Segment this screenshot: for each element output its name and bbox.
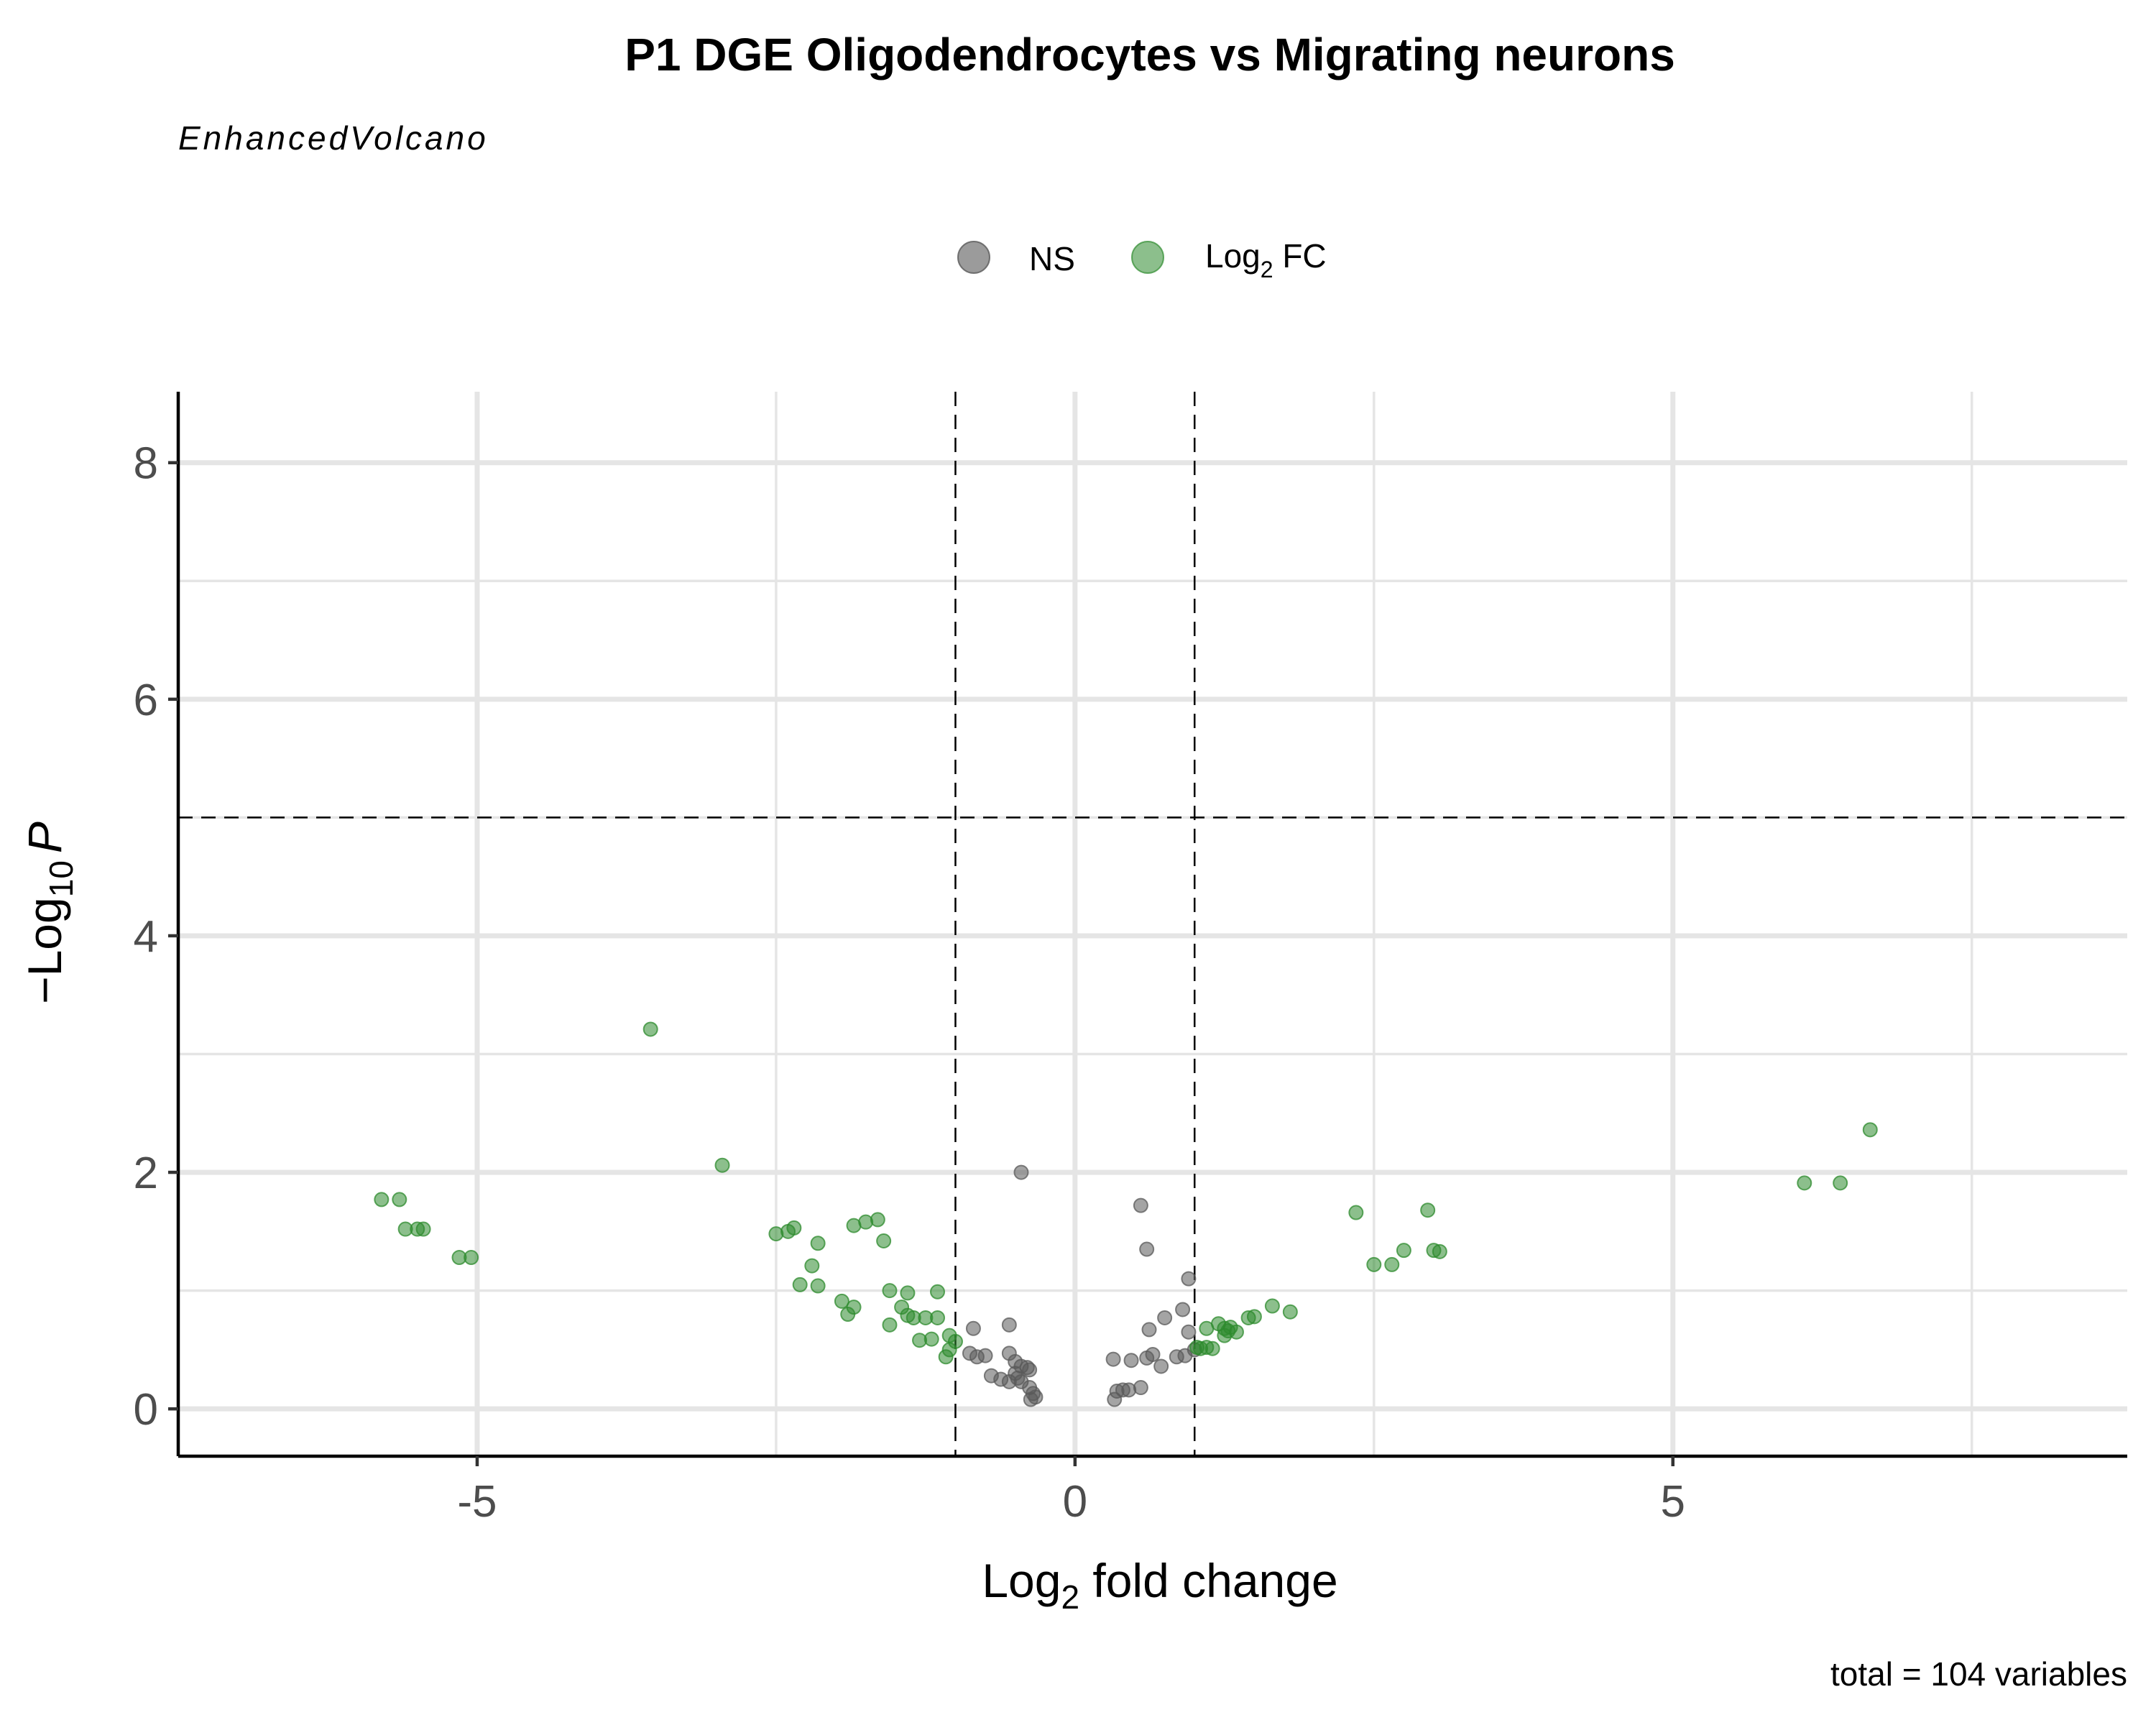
ns-point	[1157, 1310, 1173, 1325]
x-tick-label: 0	[1063, 1477, 1087, 1527]
cutoff-lines	[178, 392, 2127, 1456]
fc-point	[858, 1214, 874, 1230]
fc-point	[642, 1021, 658, 1037]
fc-point	[1366, 1256, 1382, 1272]
fc-point	[870, 1212, 885, 1228]
x-axis-label-sub: 2	[1061, 1578, 1079, 1616]
x-tick-label: 5	[1661, 1477, 1685, 1527]
fc-point	[840, 1307, 856, 1322]
ns-point	[965, 1320, 981, 1336]
fc-point	[1797, 1175, 1812, 1191]
fc-point	[938, 1349, 954, 1365]
ns-point	[977, 1348, 993, 1363]
fc-point	[464, 1250, 479, 1266]
fc-point	[392, 1192, 407, 1208]
fc-point	[1420, 1202, 1436, 1218]
ns-point	[1010, 1370, 1026, 1386]
ns-point	[1139, 1350, 1155, 1366]
y-axis-label-italic: P	[18, 822, 71, 853]
ns-point	[1141, 1322, 1157, 1338]
legend: NS Log2 FC	[957, 237, 1327, 282]
chart-subtitle: EnhancedVolcano	[178, 119, 489, 157]
ns-point	[1139, 1241, 1155, 1257]
fc-point	[930, 1310, 946, 1325]
data-points	[374, 1021, 1878, 1407]
fc-point	[1189, 1340, 1205, 1356]
y-tick-label: 6	[134, 676, 158, 725]
ns-point	[1133, 1380, 1148, 1396]
fc-point	[768, 1226, 784, 1242]
x-axis-ticks: -5 0 5	[457, 1456, 1685, 1527]
legend-fc-label: Log2 FC	[1205, 237, 1327, 282]
y-axis-ticks: 0 2 4 6 8	[134, 439, 178, 1435]
fc-point	[415, 1221, 431, 1237]
x-axis-label-base: Log	[982, 1554, 1061, 1607]
fc-point	[930, 1284, 946, 1300]
legend-fc-label-base: Log	[1205, 237, 1261, 275]
y-tick-label: 0	[134, 1385, 158, 1435]
fc-point	[1396, 1243, 1411, 1259]
fc-point	[714, 1157, 730, 1173]
fc-point	[1282, 1304, 1298, 1320]
ns-point	[1023, 1392, 1038, 1407]
chart-caption: total = 104 variables	[1830, 1655, 2127, 1693]
legend-fc-label-rest: FC	[1273, 237, 1327, 275]
legend-fc-swatch	[1131, 241, 1164, 274]
y-tick-label: 8	[134, 439, 158, 489]
x-axis-label-rest: fold change	[1079, 1554, 1338, 1607]
minor-gridlines	[177, 392, 2127, 1456]
ns-point	[1181, 1271, 1197, 1287]
x-tick-label: -5	[457, 1477, 497, 1527]
y-axis-label-prefix: −Log	[18, 897, 71, 1004]
fc-point	[1833, 1175, 1848, 1191]
ns-point	[1022, 1362, 1038, 1378]
ns-point	[1013, 1164, 1029, 1180]
fc-point	[876, 1233, 892, 1249]
y-axis-label-sub: 10	[42, 860, 80, 897]
ns-point	[1181, 1324, 1197, 1340]
y-axis-label: −Log10 P	[18, 822, 80, 1004]
fc-point	[804, 1258, 820, 1274]
legend-fc-label-sub: 2	[1261, 257, 1273, 282]
fc-point	[1246, 1309, 1262, 1325]
fc-point	[1384, 1256, 1400, 1272]
ns-point	[1123, 1353, 1139, 1368]
fc-point	[810, 1236, 826, 1251]
fc-point	[1348, 1205, 1364, 1220]
fc-point	[1432, 1243, 1447, 1259]
fc-point	[792, 1276, 808, 1292]
ns-point	[1169, 1349, 1184, 1365]
y-tick-label: 2	[134, 1149, 158, 1198]
major-gridlines	[178, 392, 2127, 1456]
fc-point	[1204, 1340, 1220, 1356]
fc-point	[1862, 1122, 1878, 1138]
fc-point	[882, 1317, 898, 1333]
fc-point	[834, 1293, 849, 1309]
fc-point	[923, 1331, 939, 1347]
fc-point	[1220, 1323, 1236, 1339]
chart-title: P1 DGE Oligodendrocytes vs Migrating neu…	[625, 29, 1675, 80]
fc-point	[1264, 1298, 1280, 1314]
legend-ns-swatch	[957, 241, 990, 274]
axes	[176, 392, 2127, 1458]
x-axis-label: Log2 fold change	[982, 1554, 1337, 1616]
fc-point	[786, 1220, 802, 1236]
ns-point	[1001, 1317, 1017, 1333]
y-tick-label: 4	[134, 912, 158, 962]
fc-point	[374, 1192, 390, 1208]
ns-point	[1175, 1302, 1191, 1317]
ns-point	[1105, 1351, 1121, 1367]
fc-point	[882, 1283, 898, 1299]
legend-ns-label: NS	[1029, 240, 1075, 277]
ns-point	[1133, 1197, 1148, 1213]
ns-point	[1107, 1392, 1123, 1407]
fc-point	[810, 1278, 826, 1294]
fc-point	[900, 1285, 916, 1301]
ns-point	[993, 1371, 1009, 1387]
plot-panel	[177, 392, 2127, 1456]
ns-point	[1153, 1358, 1169, 1374]
